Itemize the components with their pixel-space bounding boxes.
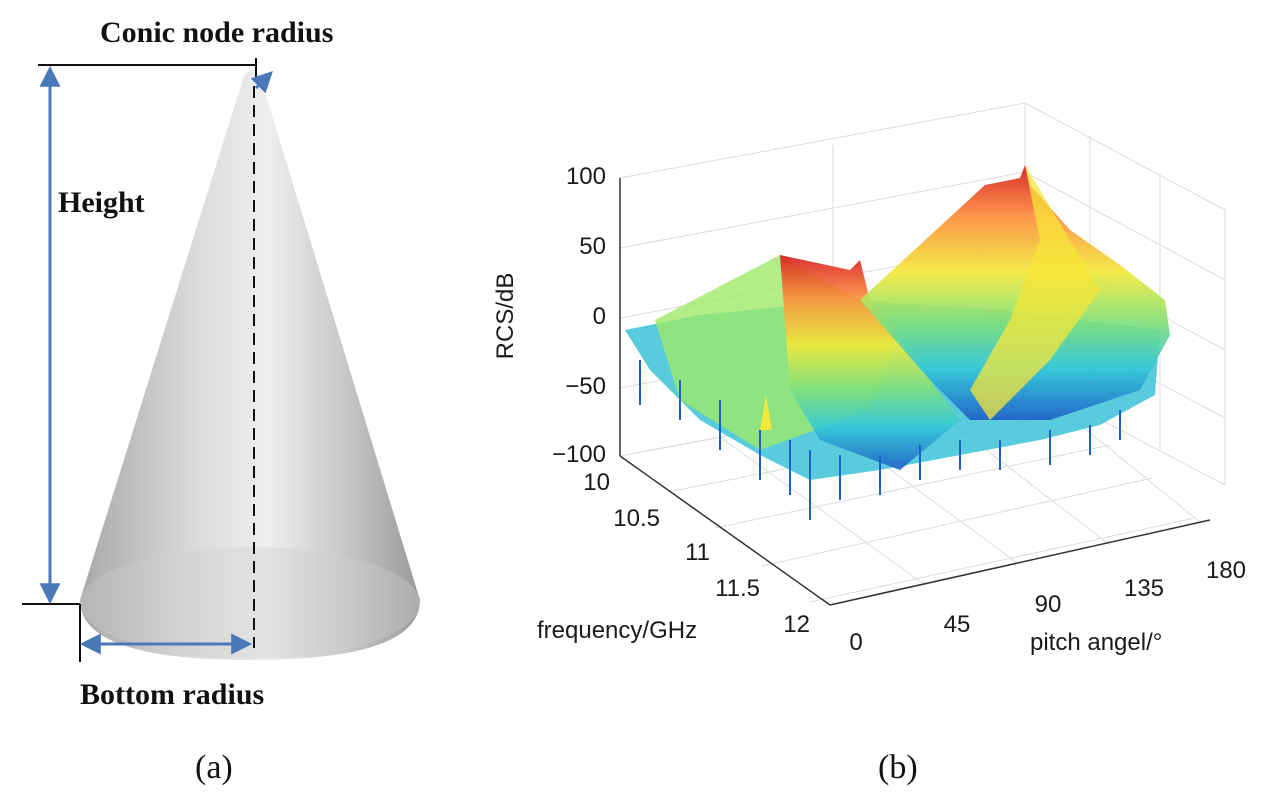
z-ticks: 100 50 0 −50 −100 [552, 163, 606, 468]
node-radius-arrow [250, 71, 273, 94]
rcs-surface [625, 165, 1170, 520]
label-conic-node-radius: Conic node radius [100, 16, 333, 49]
z-tick: 0 [593, 303, 606, 330]
y-tick: 11 [685, 539, 710, 566]
x-tick: 0 [849, 629, 862, 656]
x-ticks: 0 45 90 135 180 [849, 557, 1246, 656]
z-tick: −50 [565, 373, 606, 400]
cone-base-shadow [80, 547, 420, 659]
surface-left-ridge [780, 255, 960, 470]
caption-a: (a) [195, 749, 233, 786]
z-tick: 50 [579, 233, 606, 260]
panel-b: 100 50 0 −50 −100 10 10.5 11 11.5 12 0 4… [492, 102, 1246, 786]
y-tick: 11.5 [715, 575, 760, 602]
label-bottom-radius: Bottom radius [80, 678, 264, 711]
z-tick: 100 [566, 163, 606, 190]
surface-small-spike [760, 395, 772, 430]
panel-a: Conic node radius Height Bottom radius (… [22, 16, 420, 786]
y-ticks: 10 10.5 11 11.5 12 [583, 469, 810, 638]
x-axis-line [829, 519, 1211, 606]
y-tick: 12 [783, 611, 810, 638]
surface-main-peak [860, 165, 1170, 420]
x-tick: 180 [1206, 557, 1246, 584]
y-tick: 10.5 [613, 505, 660, 532]
z-tick: −100 [552, 441, 606, 468]
x-axis-label: pitch angel/° [1030, 629, 1162, 656]
x-tick: 90 [1035, 591, 1062, 618]
y-axis-label: frequency/GHz [537, 617, 697, 644]
label-height: Height [58, 186, 145, 219]
z-axis-label: RCS/dB [492, 273, 519, 360]
y-axis-line [619, 455, 831, 606]
cone-body [80, 70, 420, 660]
surface-noise [639, 360, 1121, 520]
x-tick: 135 [1124, 575, 1164, 602]
x-tick: 45 [944, 611, 971, 638]
y-tick: 10 [583, 469, 610, 496]
surface-main-ridge [970, 165, 1100, 420]
caption-b: (b) [878, 749, 918, 786]
